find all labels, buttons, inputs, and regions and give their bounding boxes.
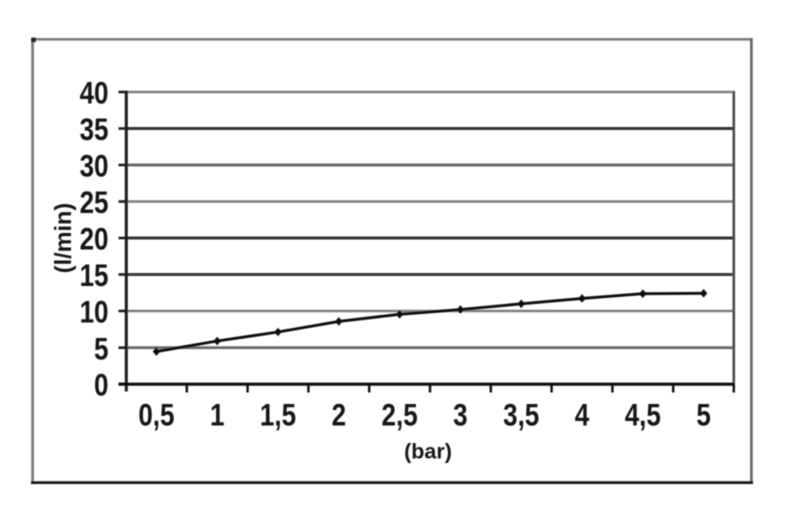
svg-text:(bar): (bar): [404, 439, 452, 463]
svg-text:40: 40: [80, 76, 109, 111]
svg-text:1,5: 1,5: [260, 398, 296, 433]
svg-text:2: 2: [332, 398, 346, 433]
svg-text:5: 5: [696, 398, 710, 433]
svg-text:15: 15: [80, 259, 109, 294]
svg-text:0: 0: [94, 368, 108, 403]
svg-text:10: 10: [80, 295, 109, 330]
svg-text:20: 20: [80, 222, 109, 257]
svg-text:0,5: 0,5: [138, 398, 174, 433]
svg-text:4,5: 4,5: [625, 398, 661, 433]
svg-text:3,5: 3,5: [503, 398, 539, 433]
svg-text:1: 1: [210, 398, 224, 433]
svg-text:3: 3: [453, 398, 467, 433]
svg-text:35: 35: [80, 113, 109, 148]
svg-text:5: 5: [94, 332, 108, 367]
svg-text:25: 25: [80, 186, 109, 221]
svg-text:30: 30: [80, 149, 109, 184]
svg-text:(l/min): (l/min): [50, 203, 76, 274]
svg-text:2,5: 2,5: [382, 398, 418, 433]
svg-text:4: 4: [575, 398, 589, 433]
